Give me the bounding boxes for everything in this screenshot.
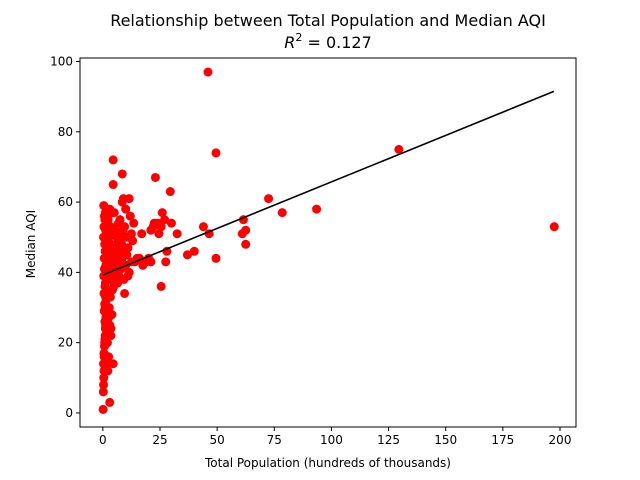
data-point: [122, 250, 132, 260]
chart-title: Relationship between Total Population an…: [110, 11, 546, 30]
x-axis-label: Total Population (hundreds of thousands): [204, 456, 451, 470]
y-tick-label: 100: [50, 55, 73, 69]
y-axis-label: Median AQI: [24, 210, 38, 278]
data-point: [103, 215, 113, 225]
data-point: [128, 236, 138, 246]
data-point: [211, 148, 221, 158]
data-point: [150, 172, 160, 182]
data-point: [198, 222, 208, 232]
data-point: [115, 215, 125, 225]
data-point: [117, 169, 127, 179]
subtitle-value: = 0.127: [302, 33, 371, 52]
data-point: [104, 303, 114, 313]
x-tick-label: 0: [99, 433, 107, 447]
y-tick-label: 80: [58, 125, 73, 139]
x-tick-label: 175: [491, 433, 514, 447]
data-point: [106, 324, 116, 334]
data-point: [104, 352, 114, 362]
data-point: [312, 204, 322, 214]
data-point: [154, 229, 164, 239]
chart-subtitle: R2 = 0.127: [284, 31, 372, 52]
y-tick-label: 0: [65, 406, 73, 420]
data-point: [107, 310, 117, 320]
data-point: [108, 180, 118, 190]
data-point: [105, 397, 115, 407]
data-point: [105, 292, 115, 302]
data-point: [120, 222, 130, 232]
data-point: [160, 215, 170, 225]
data-point: [99, 373, 109, 383]
x-tick-label: 75: [267, 433, 282, 447]
data-point: [110, 225, 120, 235]
data-point: [161, 257, 171, 267]
y-tick-label: 20: [58, 336, 73, 350]
data-point: [549, 222, 559, 232]
data-point: [277, 208, 287, 218]
data-point: [182, 250, 192, 260]
data-point: [121, 204, 131, 214]
data-point: [112, 246, 122, 256]
data-point: [166, 218, 176, 228]
data-point: [109, 208, 119, 218]
data-point: [156, 222, 166, 232]
y-tick-label: 40: [58, 265, 73, 279]
data-point: [108, 359, 118, 369]
subtitle-sup: 2: [295, 31, 302, 44]
data-point: [157, 208, 167, 218]
x-tick-label: 100: [320, 433, 343, 447]
data-point: [103, 366, 113, 376]
data-point: [113, 278, 123, 288]
data-point: [106, 331, 116, 341]
plot-frame: [79, 57, 577, 428]
data-point: [394, 144, 404, 154]
data-point: [123, 271, 133, 281]
data-point: [156, 281, 166, 291]
data-point: [203, 67, 213, 77]
x-tick-label: 150: [434, 433, 457, 447]
data-point: [189, 246, 199, 256]
data-point: [98, 387, 108, 397]
data-point: [165, 187, 175, 197]
x-tick-label: 125: [377, 433, 400, 447]
x-tick-label: 200: [549, 433, 572, 447]
trend-line: [102, 90, 555, 276]
data-point: [241, 225, 251, 235]
data-point: [102, 338, 112, 348]
subtitle-prefix: R: [284, 33, 295, 52]
data-point: [99, 380, 109, 390]
data-point: [98, 404, 108, 414]
data-point: [211, 253, 221, 263]
data-point: [137, 229, 147, 239]
data-point: [125, 211, 135, 221]
data-point: [124, 194, 134, 204]
x-tick-label: 25: [152, 433, 167, 447]
x-tick-label: 50: [210, 433, 225, 447]
data-point: [129, 218, 139, 228]
data-point: [264, 194, 274, 204]
plot-area: [98, 67, 559, 414]
data-point: [108, 155, 118, 165]
data-point: [102, 359, 112, 369]
data-point: [241, 239, 251, 249]
data-point: [172, 229, 182, 239]
axes: 0 25 50 75 100 125 150 175 200 0 20 40 60 80 100: [50, 55, 577, 447]
data-point: [126, 229, 136, 239]
data-point: [146, 257, 156, 267]
y-tick-label: 60: [58, 195, 73, 209]
data-point: [120, 288, 130, 298]
data-point: [123, 243, 133, 253]
